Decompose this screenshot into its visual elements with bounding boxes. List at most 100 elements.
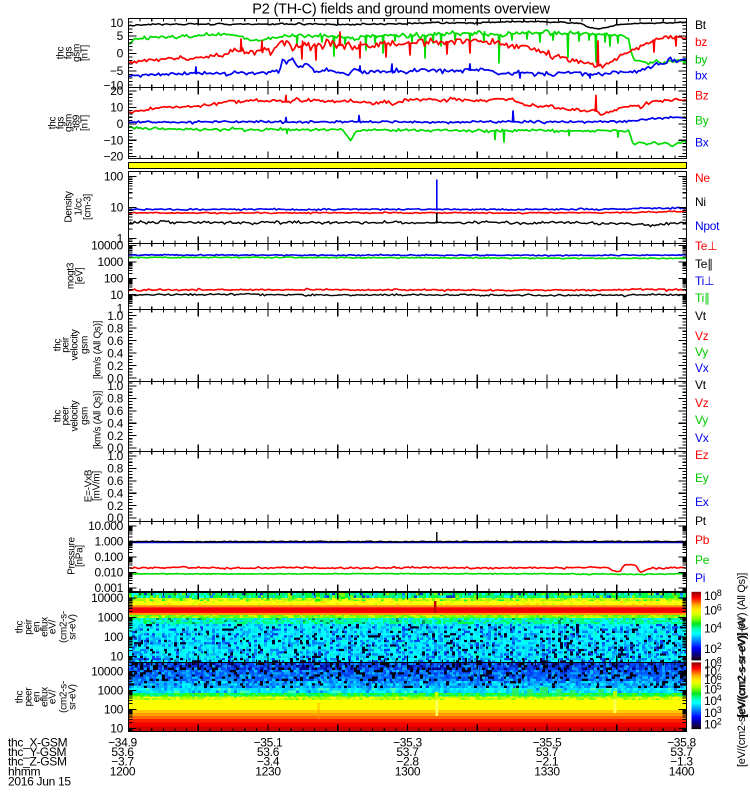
svg-text:gsm: gsm [64,114,75,132]
svg-text:Ne: Ne [695,171,710,185]
svg-text:0.2: 0.2 [107,429,123,443]
svg-text:Ni: Ni [695,195,706,209]
svg-text:53.6: 53.6 [257,745,280,759]
svg-text:velocity: velocity [70,329,81,360]
svg-text:[nPa]: [nPa] [75,545,86,567]
svg-text:1: 1 [117,232,124,246]
svg-text:P2 (TH-C) fields and ground mo: P2 (TH-C) fields and ground moments over… [252,2,550,18]
svg-text:10000: 10000 [91,591,123,605]
svg-text:2016 Jun 15: 2016 Jun 15 [8,775,71,789]
svg-text:Density: Density [64,191,75,223]
svg-text:Vz: Vz [695,396,709,410]
svg-text:Vz: Vz [695,329,709,343]
svg-text:20: 20 [110,84,123,98]
svg-text:Ez: Ez [695,448,709,462]
svg-text:10: 10 [110,16,123,30]
svg-text:Bt: Bt [695,18,707,32]
svg-text:-t89: -t89 [72,114,83,131]
svg-text:0.6: 0.6 [107,334,123,348]
svg-text:eV/: eV/ [48,689,59,704]
svg-text:peer: peer [61,406,72,426]
svg-text:thc: thc [15,620,26,633]
svg-text:eV/: eV/ [48,619,59,634]
svg-text:[cm-3]: [cm-3] [83,193,94,220]
svg-text:fgs: fgs [56,116,67,129]
svg-text:1300: 1300 [395,765,421,779]
svg-text:mogt3: mogt3 [66,262,77,289]
svg-text:eflux: eflux [40,617,51,637]
svg-text:−3.4: −3.4 [257,755,280,769]
svg-text:0.4: 0.4 [107,486,123,500]
svg-text:10: 10 [110,722,123,736]
svg-text:peir: peir [61,336,72,352]
svg-text:[mV/m]: [mV/m] [92,471,103,501]
svg-text:Ti⊥: Ti⊥ [695,274,714,288]
svg-text:1.000: 1.000 [94,535,123,549]
svg-text:0.6: 0.6 [107,404,123,418]
svg-text:0: 0 [117,47,124,61]
svg-text:0.8: 0.8 [107,321,123,335]
svg-text:(cm2-s-: (cm2-s- [59,611,70,643]
svg-text:Vt: Vt [695,309,707,323]
svg-text:thc: thc [53,409,64,422]
svg-text:thc: thc [56,46,67,59]
svg-text:−35.1: −35.1 [254,736,283,750]
svg-text:sr-eV): sr-eV) [68,684,79,709]
svg-text:By: By [695,114,709,128]
svg-text:10: 10 [110,101,123,115]
svg-text:−3.7: −3.7 [111,755,134,769]
svg-text:0.2: 0.2 [107,499,123,513]
svg-text:0.0: 0.0 [107,511,123,525]
svg-text:thc: thc [15,690,26,703]
svg-text:Te∥: Te∥ [695,257,713,271]
svg-text:102: 102 [704,641,722,656]
svg-text:0.4: 0.4 [107,346,123,360]
svg-text:(cm2-s-: (cm2-s- [59,681,70,713]
svg-text:10000: 10000 [91,665,123,679]
svg-text:100: 100 [104,703,124,717]
svg-text:thc_Y-GSM: thc_Y-GSM [8,745,67,759]
svg-text:Pressure: Pressure [67,536,78,574]
svg-text:gsm: gsm [72,44,83,62]
svg-text:53.6: 53.6 [111,745,134,759]
svg-text:eflux: eflux [40,687,51,707]
svg-text:sr-eV): sr-eV) [68,614,79,639]
svg-text:Vy: Vy [695,413,708,427]
svg-text:1400: 1400 [669,765,695,779]
svg-text:1.0: 1.0 [107,309,123,323]
svg-text:10000: 10000 [91,239,123,253]
svg-text:100: 100 [104,630,124,644]
svg-text:10: 10 [110,201,123,215]
svg-text:0.001: 0.001 [94,581,123,595]
svg-text:−1.3: −1.3 [670,755,693,769]
svg-text:−20: −20 [104,150,124,164]
svg-text:0.6: 0.6 [107,474,123,488]
svg-text:53.7: 53.7 [536,745,559,759]
svg-text:[km/s (All Qs)]: [km/s (All Qs)] [93,390,104,449]
svg-text:10: 10 [110,650,123,664]
svg-text:102: 102 [704,717,722,732]
svg-text:fgs: fgs [64,46,75,59]
svg-text:thc_Z-GSM: thc_Z-GSM [8,755,67,769]
svg-text:Vx: Vx [695,361,709,375]
svg-text:en: en [32,622,43,633]
svg-text:Te⊥: Te⊥ [695,239,717,253]
svg-text:[eV/(cm2-s-sr-eV)] (Al: [eV/(cm2-s-sr-eV)] (Al [736,618,748,718]
svg-text:0.2: 0.2 [107,359,123,373]
svg-text:53.7: 53.7 [670,745,693,759]
svg-text:−35.5: −35.5 [533,736,562,750]
svg-text:0.8: 0.8 [107,392,123,406]
svg-text:1230: 1230 [255,765,281,779]
svg-text:thc: thc [53,338,64,351]
svg-text:gsm: gsm [80,407,91,425]
svg-text:1.0: 1.0 [107,379,123,393]
svg-text:0.8: 0.8 [107,462,123,476]
svg-text:−34.9: −34.9 [108,736,137,750]
svg-text:thc: thc [48,116,59,129]
svg-text:Bz: Bz [695,89,709,103]
svg-text:0.4: 0.4 [107,416,123,430]
svg-text:−10: −10 [104,79,124,93]
svg-text:10: 10 [110,288,123,302]
svg-text:1/cc: 1/cc [74,198,85,215]
svg-text:−2.8: −2.8 [396,755,419,769]
